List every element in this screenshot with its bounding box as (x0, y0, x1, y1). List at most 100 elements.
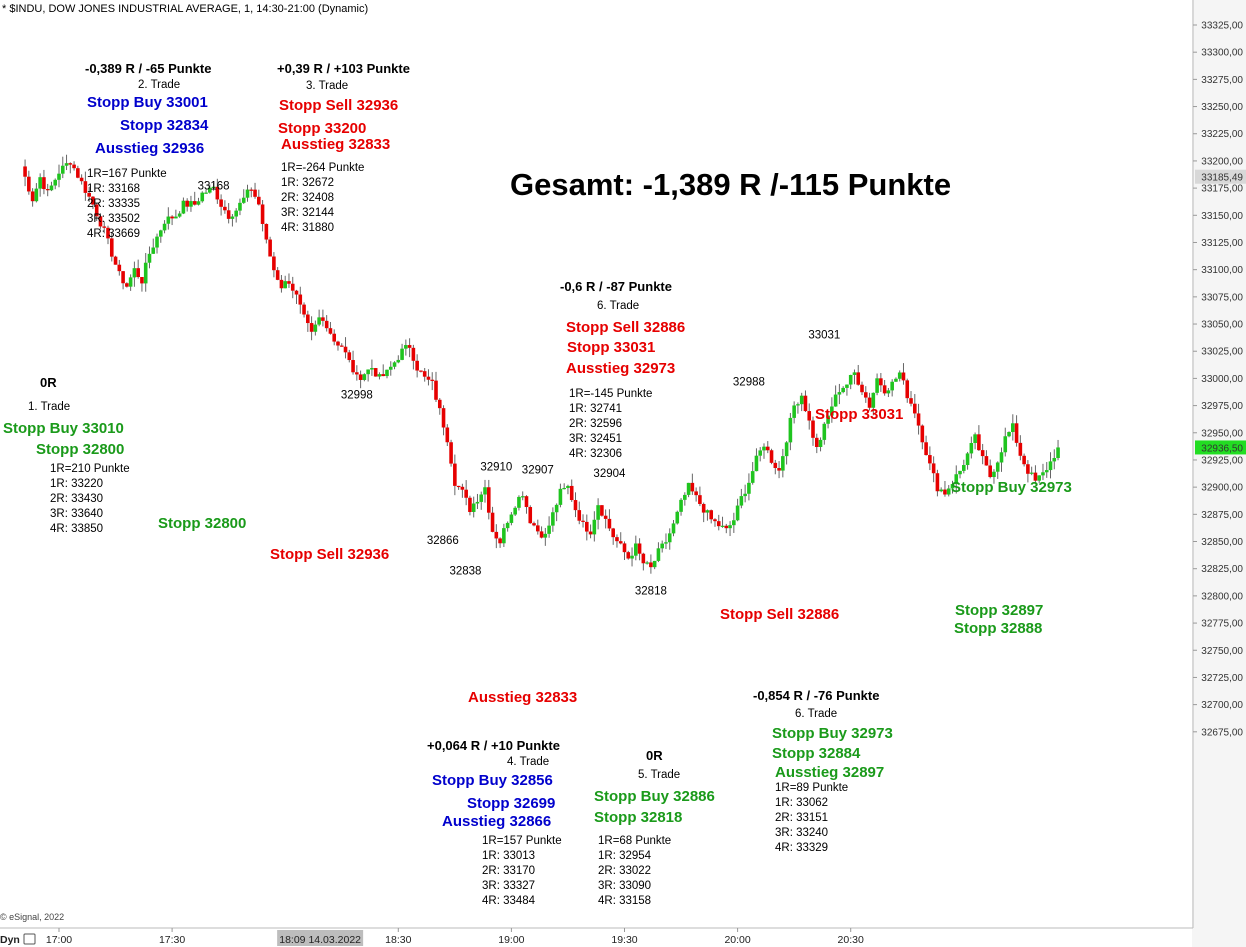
candle-up (871, 392, 876, 408)
candle-up (200, 192, 205, 202)
candle-up (705, 510, 710, 513)
point-labels: 33168 32998 32910 32907 32904 32866 32838 32818… (198, 181, 841, 598)
candle-up (554, 504, 559, 513)
candle-up (128, 277, 133, 287)
price-point-label: 32988 (733, 376, 765, 388)
candle-down (170, 216, 174, 219)
trade6a-stop-right: Stopp 33031 (815, 406, 904, 423)
trade3-r-list: 1R=-264 Punkte 1R: 32672 2R: 32408 3R: 3… (281, 161, 364, 236)
candle-down (272, 256, 276, 271)
candle-down (532, 523, 536, 526)
candle-down (641, 553, 646, 564)
candle-down (905, 380, 910, 399)
x-tick-label: 17:30 (159, 934, 185, 946)
trade6b-stop: Stopp 32884 (772, 745, 861, 762)
candle-down (464, 489, 468, 498)
candle-down (275, 270, 280, 280)
candle-up (845, 384, 849, 388)
candle-down (581, 520, 585, 522)
candle-up (505, 522, 510, 529)
candle-up (396, 359, 401, 363)
candle-down (309, 323, 314, 332)
trade1-r-line: 3R: 33640 (50, 508, 104, 520)
y-tick-label: 33000,00 (1201, 374, 1243, 385)
candle-up (174, 216, 178, 219)
candle-down (626, 552, 631, 559)
candle-down (811, 420, 815, 438)
price-point-label: 32818 (635, 585, 667, 597)
candle-up (890, 381, 894, 391)
time-axis: 17:00 17:30 18:30 19:00 19:30 20:00 20:30 18:09… (0, 928, 864, 946)
trade5-r-line: 1R=68 Punkte (598, 835, 672, 847)
trade3-r-line: 3R: 32144 (281, 207, 335, 219)
candle-up (211, 186, 216, 188)
candle-up (64, 163, 69, 166)
candle-down (724, 525, 729, 529)
candle-down (449, 442, 453, 464)
trade3-sell: Stopp Sell 32936 (279, 97, 399, 114)
candle-down (83, 181, 88, 193)
y-tick-label: 32950,00 (1201, 428, 1243, 439)
candle-down (535, 525, 540, 532)
trade5-name: 5. Trade (638, 769, 681, 781)
candle-down (102, 226, 107, 228)
candle-up (189, 201, 193, 207)
candle-down (407, 345, 412, 348)
candle-up (1052, 457, 1057, 462)
trade6a-stop: Stopp 33031 (567, 339, 656, 356)
candle-up (848, 374, 853, 385)
trade1-r-list: 1R=210 Punkte 1R: 33220 2R: 33430 3R: 33… (50, 462, 130, 537)
candle-up (543, 533, 548, 538)
candle-down (867, 397, 872, 408)
candle-up (792, 405, 796, 418)
candle-up (973, 434, 977, 444)
trade3-r-line: 1R=-264 Punkte (281, 162, 365, 174)
price-markers: 33185,49 32936,50 (1195, 169, 1246, 455)
y-tick-label: 33200,00 (1201, 156, 1243, 167)
trade6b-r-line: 3R: 33240 (775, 827, 829, 839)
candle-up (566, 485, 570, 488)
trade6a-exit: Ausstieg 32973 (566, 360, 676, 377)
candle-down (336, 341, 340, 346)
y-tick-label: 32900,00 (1201, 483, 1243, 494)
candle-down (916, 413, 921, 426)
candle-up (166, 216, 171, 224)
candle-up (833, 394, 838, 407)
candle-down (524, 496, 529, 508)
candle-series (23, 154, 1060, 574)
candle-up (49, 185, 54, 191)
trade5-r-line: 3R: 33090 (598, 880, 652, 892)
trade3-stop: Stopp 33200 (278, 120, 367, 137)
candle-up (57, 173, 61, 180)
right-stop-buy: Stopp Buy 32973 (951, 479, 1072, 496)
candle-up (992, 471, 996, 478)
candle-down (879, 378, 883, 386)
candle-down (977, 434, 981, 451)
candle-up (958, 470, 962, 475)
trade4-r-list: 1R=157 Punkte 1R: 33013 2R: 33170 3R: 33… (482, 834, 562, 909)
trade2-r-line: 1R=167 Punkte (87, 168, 167, 180)
candle-down (716, 521, 721, 527)
trade1-stop: Stopp 32800 (36, 441, 125, 458)
candle-down (814, 437, 819, 447)
candle-down (249, 189, 254, 191)
candle-down (912, 403, 917, 414)
candle-down (339, 345, 344, 347)
candle-up (483, 487, 487, 495)
candle-up (132, 268, 137, 278)
candle-down (698, 495, 702, 504)
price-axis: 33325,00 33300,00 33275,00 33250,00 33225,00… (1193, 21, 1243, 738)
candle-up (822, 423, 827, 440)
candle-down (901, 372, 906, 381)
trade2-name: 2. Trade (138, 79, 181, 91)
price-point-label: 32904 (593, 468, 626, 480)
candle-up (841, 387, 845, 393)
candle-up (1041, 472, 1045, 476)
y-tick-label: 33075,00 (1201, 292, 1243, 303)
candle-down (456, 485, 461, 488)
candle-down (863, 392, 868, 398)
candle-down (434, 380, 438, 400)
price-point-label: 32866 (427, 535, 459, 547)
trade3-sell-mid: Stopp Sell 32936 (270, 546, 390, 563)
candle-down (79, 177, 84, 182)
